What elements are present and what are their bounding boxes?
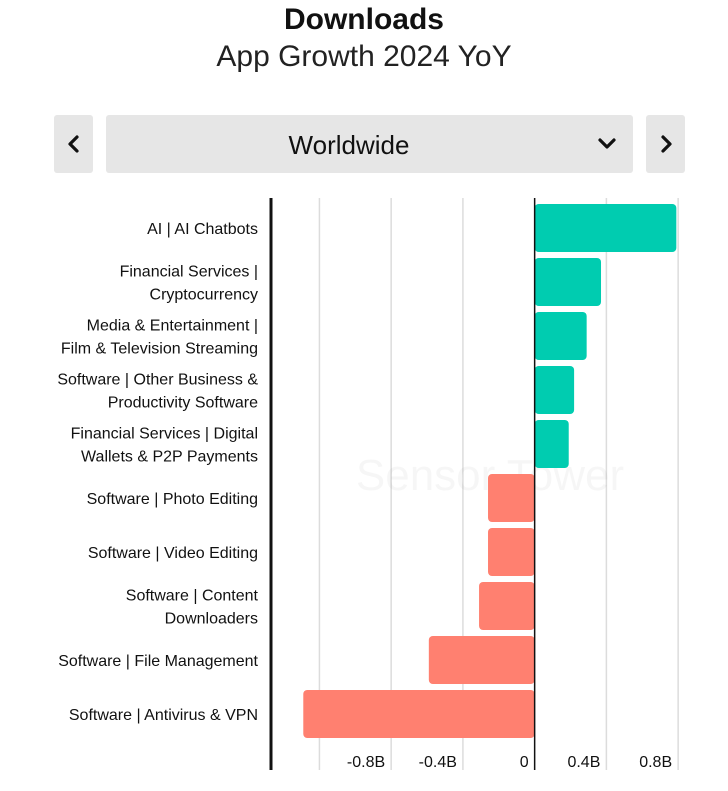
category-label: Software | Antivirus & VPN	[69, 707, 258, 724]
x-tick-label: -0.4B	[419, 754, 457, 771]
chart-subtitle: App Growth 2024 YoY	[216, 40, 512, 73]
grid-lines	[318, 198, 679, 770]
x-tick-label: -0.8B	[347, 754, 385, 771]
category-label: Software | Content Downloaders	[126, 588, 259, 628]
category-label: Software | Video Editing	[88, 545, 258, 562]
bar[interactable]	[303, 690, 535, 738]
bar[interactable]	[534, 204, 677, 252]
x-tick-label: 0	[520, 754, 529, 771]
chart-title: Downloads	[283, 3, 444, 36]
next-region-button[interactable]	[646, 115, 685, 173]
bar[interactable]	[534, 420, 569, 468]
bars	[303, 204, 677, 738]
category-label: Software | Photo Editing	[87, 491, 258, 508]
category-label: Financial Services | Cryptocurrency	[120, 264, 258, 304]
category-label: Media & Entertainment | Film & Television…	[61, 318, 258, 358]
x-tick-label: 0.8B	[639, 754, 672, 771]
x-tick-labels: -0.8B -0.4B 0 0.4B 0.8B	[347, 754, 672, 771]
bar[interactable]	[488, 528, 535, 576]
category-label: Software | Other Business & Productivity …	[57, 372, 258, 412]
bar[interactable]	[534, 312, 587, 360]
chevron-right-icon	[660, 135, 672, 153]
category-label: Software | File Management	[58, 653, 258, 670]
region-selected-label: Worldwide	[288, 130, 410, 160]
bar[interactable]	[488, 474, 535, 522]
bar[interactable]	[428, 636, 535, 684]
bar[interactable]	[534, 258, 602, 306]
region-dropdown[interactable]: Worldwide	[106, 115, 633, 173]
x-tick-label: 0.4B	[567, 754, 600, 771]
category-labels: AI | AI Chatbots Financial Services | Cryp…	[57, 221, 258, 724]
bar[interactable]	[534, 366, 575, 414]
category-label: AI | AI Chatbots	[147, 221, 258, 238]
chevron-down-icon	[598, 138, 616, 149]
chevron-left-icon	[67, 135, 79, 153]
previous-region-button[interactable]	[54, 115, 93, 173]
bar[interactable]	[479, 582, 535, 630]
category-label: Financial Services | Digital Wallets & P2…	[71, 426, 258, 466]
